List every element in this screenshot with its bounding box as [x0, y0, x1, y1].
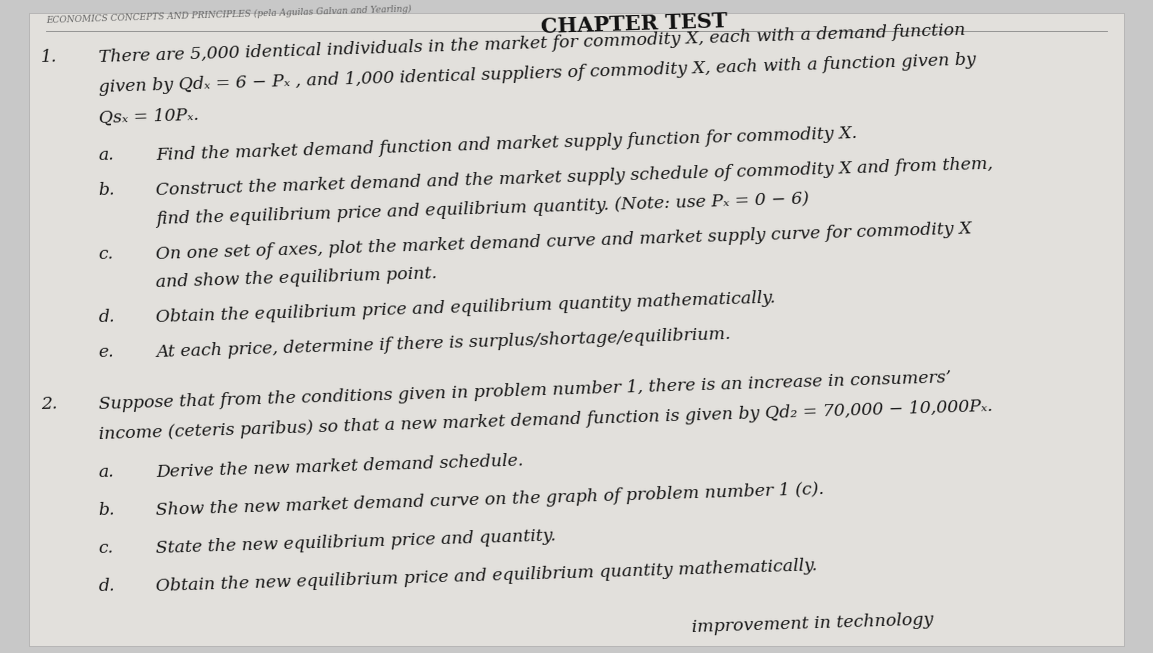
- Text: Suppose that from the conditions given in problem number 1, there is an increase: Suppose that from the conditions given i…: [98, 369, 951, 413]
- Text: Obtain the equilibrium price and equilibrium quantity mathematically.: Obtain the equilibrium price and equilib…: [156, 290, 776, 326]
- Text: a.: a.: [98, 146, 114, 164]
- Text: c.: c.: [98, 245, 114, 263]
- Text: Show the new market demand curve on the graph of problem number 1 (c).: Show the new market demand curve on the …: [156, 481, 824, 518]
- Text: income (ceteris paribus) so that a new market demand function is given by Qd₂ = : income (ceteris paribus) so that a new m…: [98, 398, 993, 443]
- Text: e.: e.: [98, 344, 114, 361]
- Text: 1.: 1.: [40, 48, 58, 66]
- Text: 2.: 2.: [40, 395, 58, 413]
- Text: There are 5,000 identical individuals in the market for commodity X, each with a: There are 5,000 identical individuals in…: [98, 22, 965, 66]
- Text: Find the market demand function and market supply function for commodity X.: Find the market demand function and mark…: [156, 125, 858, 164]
- Text: Obtain the new equilibrium price and equilibrium quantity mathematically.: Obtain the new equilibrium price and equ…: [156, 557, 817, 595]
- Text: At each price, determine if there is surplus/shortage/equilibrium.: At each price, determine if there is sur…: [156, 326, 731, 361]
- Text: Construct the market demand and the market supply schedule of commodity X and fr: Construct the market demand and the mark…: [156, 155, 994, 199]
- Text: improvement in technology: improvement in technology: [692, 612, 934, 637]
- Text: find the equilibrium price and equilibrium quantity. (Note: use Pₓ = 0 − 6): find the equilibrium price and equilibri…: [156, 190, 809, 228]
- Text: Qsₓ = 10Pₓ.: Qsₓ = 10Pₓ.: [98, 106, 198, 126]
- Text: a.: a.: [98, 463, 114, 481]
- Text: b.: b.: [98, 182, 115, 199]
- Text: b.: b.: [98, 502, 115, 518]
- Text: given by Qdₓ = 6 − Pₓ , and 1,000 identical suppliers of commodity X, each with : given by Qdₓ = 6 − Pₓ , and 1,000 identi…: [98, 52, 975, 96]
- Text: d.: d.: [98, 309, 115, 326]
- Text: State the new equilibrium price and quantity.: State the new equilibrium price and quan…: [156, 528, 557, 557]
- Text: ECONOMICS CONCEPTS AND PRINCIPLES (pela Aguilas Galvan and Yearling): ECONOMICS CONCEPTS AND PRINCIPLES (pela …: [46, 5, 412, 25]
- Text: and show the equilibrium point.: and show the equilibrium point.: [156, 266, 437, 291]
- Text: CHAPTER TEST: CHAPTER TEST: [541, 12, 728, 37]
- Text: c.: c.: [98, 539, 114, 557]
- Text: On one set of axes, plot the market demand curve and market supply curve for com: On one set of axes, plot the market dema…: [156, 220, 972, 263]
- Text: d.: d.: [98, 577, 115, 595]
- Text: Derive the new market demand schedule.: Derive the new market demand schedule.: [156, 452, 523, 481]
